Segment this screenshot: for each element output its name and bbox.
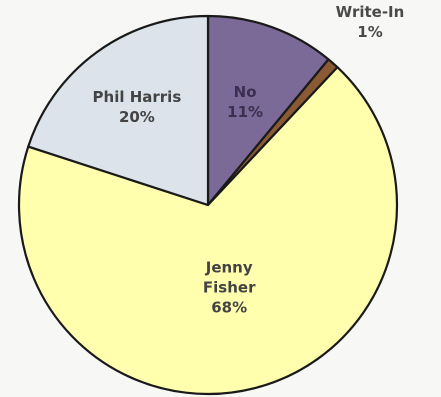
pie-slice-label-line: 20% (119, 108, 155, 126)
pie-slice-label-0: No 11% (227, 83, 263, 121)
pie-slice-label-2: Jenny Fisher 68% (203, 258, 256, 316)
pie-slice-label-line: 1% (357, 23, 382, 41)
pie-slice-2 (17, 66, 399, 396)
pie-slice-label-line: Write-In (336, 3, 405, 21)
pie-slices (17, 14, 399, 396)
pie-slice-label-3: Phil Harris 20% (93, 88, 182, 126)
pie-slice-0 (206, 14, 330, 207)
pie-slice-label-line: Phil Harris (93, 88, 182, 106)
pie-slice-3 (27, 14, 210, 207)
pie-slice-label-line: Fisher (203, 278, 256, 296)
pie-slice-label-line: Jenny (205, 258, 253, 276)
pie-slice-label-line: No (234, 83, 257, 101)
pie-slice-label-line: 68% (211, 298, 247, 316)
pie-slice-label-1: Write-In 1% (336, 3, 405, 41)
pie-labels: No 11% Write-In 1% Jenny Fisher 68% Phil Harris… (93, 3, 405, 316)
pie-slice-label-line: 11% (227, 103, 263, 121)
